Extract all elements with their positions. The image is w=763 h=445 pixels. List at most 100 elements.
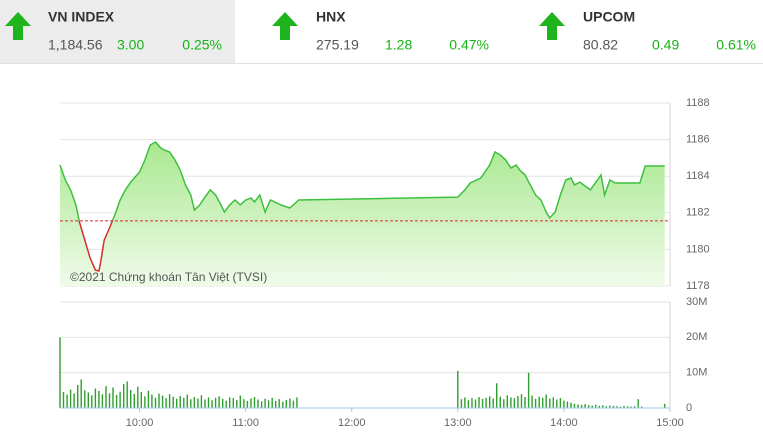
volume-bar bbox=[563, 400, 565, 408]
volume-bar bbox=[612, 405, 615, 408]
volume-bar bbox=[503, 399, 505, 408]
volume-bar bbox=[250, 398, 252, 408]
volume-bar bbox=[77, 385, 79, 408]
volume-bar bbox=[520, 394, 523, 408]
volume-bar bbox=[577, 404, 579, 408]
volume-bar bbox=[545, 394, 547, 408]
volume-bar bbox=[271, 397, 273, 408]
volume-bar bbox=[285, 399, 287, 408]
volume-bar bbox=[471, 398, 473, 408]
volume-bar bbox=[101, 394, 104, 408]
volume-bar bbox=[457, 370, 459, 408]
index-name: HNX bbox=[316, 9, 346, 25]
y-tick-label: 1188 bbox=[686, 97, 710, 109]
y-tick-label: 30M bbox=[686, 296, 707, 308]
x-tick-label: 15:00 bbox=[656, 417, 684, 429]
volume-bar bbox=[236, 399, 238, 408]
volume-bar bbox=[193, 397, 196, 408]
volume-bar bbox=[260, 401, 263, 408]
volume-bar bbox=[517, 396, 519, 408]
volume-bar bbox=[243, 399, 245, 408]
y-tick-label: 20M bbox=[686, 331, 707, 343]
volume-bar bbox=[531, 395, 533, 408]
volume-bar bbox=[538, 396, 540, 408]
volume-bar bbox=[161, 395, 164, 408]
volume-bar bbox=[183, 397, 185, 408]
y-tick-label: 1182 bbox=[686, 207, 710, 219]
index-cell[interactable]: UPCOM 80.82 0.49 0.61% bbox=[539, 9, 756, 53]
volume-bar bbox=[147, 390, 150, 408]
volume-bar bbox=[664, 403, 666, 408]
volume-bar bbox=[549, 398, 551, 408]
x-tick-label: 10:00 bbox=[126, 417, 154, 429]
volume-bar bbox=[87, 392, 89, 408]
x-tick-label: 14:00 bbox=[550, 417, 578, 429]
index-value: 80.82 bbox=[583, 37, 618, 53]
volume-bar bbox=[513, 398, 516, 408]
volume-bar bbox=[598, 405, 600, 408]
volume-bar bbox=[296, 397, 298, 408]
index-percent: 0.47% bbox=[449, 37, 489, 53]
volume-bar bbox=[115, 394, 118, 408]
volume-bar bbox=[464, 397, 466, 408]
up-arrow bbox=[5, 12, 31, 40]
volume-bar bbox=[190, 399, 192, 408]
volume-bar bbox=[59, 337, 61, 408]
volume-bar bbox=[229, 397, 231, 408]
volume-bar bbox=[573, 403, 576, 408]
volume-bar bbox=[94, 388, 97, 408]
volume-bar bbox=[62, 392, 65, 408]
volume-bar bbox=[588, 405, 590, 408]
volume-bar bbox=[542, 397, 544, 408]
volume-bar bbox=[289, 398, 291, 408]
volume-bar bbox=[246, 400, 249, 408]
volume-bar bbox=[637, 399, 639, 408]
volume-bar bbox=[595, 404, 597, 408]
volume-bar bbox=[580, 404, 583, 408]
volume-bar bbox=[275, 400, 277, 408]
volume-bar bbox=[584, 404, 586, 408]
price-area bbox=[60, 142, 665, 286]
volume-bar bbox=[144, 396, 146, 408]
volume-bar bbox=[123, 384, 125, 408]
up-arrow bbox=[272, 12, 298, 40]
y-tick-label: 1184 bbox=[686, 170, 710, 182]
volume-bar bbox=[264, 398, 266, 408]
volume-bar bbox=[257, 399, 259, 408]
volume-bar bbox=[524, 397, 526, 408]
volume-bar bbox=[151, 394, 153, 408]
volume-bar bbox=[602, 405, 604, 408]
index-name: VN INDEX bbox=[48, 9, 115, 25]
x-tick-label: 12:00 bbox=[338, 417, 366, 429]
volume-bar bbox=[176, 398, 178, 408]
volume-bar bbox=[154, 397, 157, 408]
volume-bar bbox=[80, 379, 82, 408]
x-tick-label: 13:00 bbox=[444, 417, 472, 429]
volume-bar bbox=[108, 393, 111, 408]
index-cell[interactable]: VN INDEX 1,184.56 3.00 0.25% bbox=[5, 9, 222, 53]
volume-bar bbox=[626, 406, 629, 408]
volume-bar bbox=[527, 372, 530, 408]
volume-bar bbox=[84, 390, 86, 408]
index-change: 0.49 bbox=[652, 37, 679, 53]
index-cell[interactable]: HNX 275.19 1.28 0.47% bbox=[272, 9, 489, 53]
volume-bar bbox=[534, 398, 537, 408]
y-tick-label: 1180 bbox=[686, 243, 710, 255]
index-change: 1.28 bbox=[385, 37, 412, 53]
volume-bar bbox=[609, 405, 611, 408]
volume-bar bbox=[478, 397, 480, 408]
volume-bar bbox=[66, 394, 68, 408]
volume-bar bbox=[130, 390, 132, 408]
volume-bar bbox=[619, 406, 622, 408]
index-value: 275.19 bbox=[316, 37, 359, 53]
volume-bar bbox=[633, 406, 636, 408]
volume-bar bbox=[207, 397, 210, 408]
volume-bar bbox=[168, 394, 171, 408]
volume-bar bbox=[133, 393, 135, 408]
volume-bar bbox=[481, 398, 484, 408]
volume-bar bbox=[112, 387, 114, 408]
volume-bar bbox=[179, 396, 181, 408]
volume-bar bbox=[91, 395, 93, 408]
volume-bar bbox=[570, 402, 572, 408]
